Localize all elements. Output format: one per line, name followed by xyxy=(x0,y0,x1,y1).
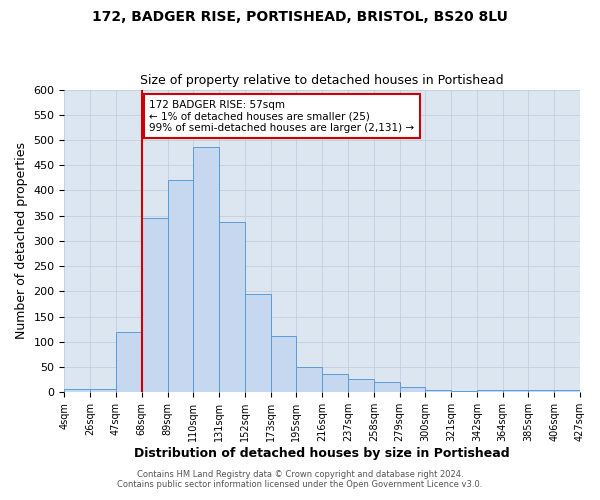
X-axis label: Distribution of detached houses by size in Portishead: Distribution of detached houses by size … xyxy=(134,447,510,460)
Bar xyxy=(374,382,400,392)
Bar xyxy=(142,218,167,392)
Bar xyxy=(193,146,219,392)
Bar xyxy=(167,180,193,392)
Bar xyxy=(219,222,245,392)
Title: Size of property relative to detached houses in Portishead: Size of property relative to detached ho… xyxy=(140,74,504,87)
Bar xyxy=(90,389,116,392)
Text: 172 BADGER RISE: 57sqm
← 1% of detached houses are smaller (25)
99% of semi-deta: 172 BADGER RISE: 57sqm ← 1% of detached … xyxy=(149,100,415,133)
Y-axis label: Number of detached properties: Number of detached properties xyxy=(15,142,28,340)
Bar xyxy=(503,390,529,392)
Bar xyxy=(64,389,90,392)
Bar xyxy=(348,378,374,392)
Bar xyxy=(477,390,503,392)
Text: 172, BADGER RISE, PORTISHEAD, BRISTOL, BS20 8LU: 172, BADGER RISE, PORTISHEAD, BRISTOL, B… xyxy=(92,10,508,24)
Bar xyxy=(322,374,348,392)
Bar xyxy=(400,388,425,392)
Bar xyxy=(529,390,554,392)
Bar xyxy=(245,294,271,392)
Bar xyxy=(425,390,451,392)
Text: Contains HM Land Registry data © Crown copyright and database right 2024.
Contai: Contains HM Land Registry data © Crown c… xyxy=(118,470,482,489)
Bar xyxy=(116,332,142,392)
Bar xyxy=(554,390,580,392)
Bar xyxy=(296,367,322,392)
Bar xyxy=(271,336,296,392)
